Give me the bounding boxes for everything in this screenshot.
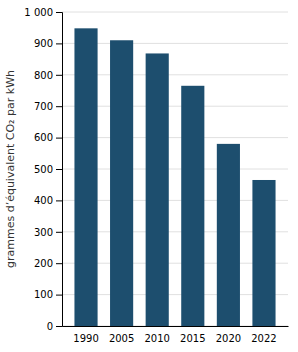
bar [181, 86, 204, 326]
y-tick-mark [56, 232, 62, 233]
y-tick-label: 800 [34, 70, 53, 81]
y-tick: 800 [34, 70, 62, 81]
y-tick: 500 [34, 164, 62, 175]
y-tick-label: 200 [34, 258, 53, 269]
y-tick-mark [56, 138, 62, 139]
y-axis-line [56, 13, 63, 327]
x-tick: 2015 [180, 333, 205, 344]
x-tick-label: 2010 [144, 333, 169, 344]
x-tick-label: 2022 [251, 333, 276, 344]
y-tick-label: 500 [34, 164, 53, 175]
y-tick-mark [56, 295, 62, 296]
y-tick: 400 [34, 195, 62, 206]
y-tick-mark [56, 326, 62, 327]
bars [74, 28, 275, 326]
bar [74, 28, 97, 326]
y-tick-label: 300 [34, 227, 53, 238]
x-tick: 2010 [144, 333, 169, 344]
y-axis: 0 100 200 300 400 500 600 700 800 900 1 000 [24, 7, 62, 332]
y-axis-title: grammes d’équivalent CO₂ par kWh [4, 70, 17, 268]
grid [62, 12, 288, 326]
y-tick: 600 [34, 132, 62, 143]
y-tick-label: 700 [34, 101, 53, 112]
y-tick-label: 0 [47, 321, 53, 332]
x-axis: 1990 2005 2010 2015 2020 2022 [63, 327, 289, 345]
x-tick-label: 2015 [180, 333, 205, 344]
y-tick: 300 [34, 227, 62, 238]
y-tick-mark [56, 106, 62, 107]
bar [146, 53, 169, 326]
bar [217, 144, 240, 326]
x-tick-label: 2020 [216, 333, 241, 344]
x-tick: 2005 [109, 333, 134, 344]
y-tick: 700 [34, 101, 62, 112]
y-tick-mark [56, 200, 62, 201]
chart: 0 100 200 300 400 500 600 700 800 900 1 000 1990 200… [0, 0, 298, 352]
bar [110, 40, 133, 326]
x-tick-label: 2005 [109, 333, 134, 344]
x-tick: 2020 [216, 333, 241, 344]
y-tick-label: 100 [34, 289, 53, 300]
y-tick: 900 [34, 38, 62, 49]
x-tick: 2022 [251, 333, 276, 344]
x-tick: 1990 [73, 333, 98, 344]
y-tick-mark [56, 12, 62, 13]
y-tick: 100 [34, 289, 62, 300]
x-axis-line [63, 326, 289, 327]
plot-area: 0 100 200 300 400 500 600 700 800 900 1 000 1990 200… [24, 7, 288, 344]
x-tick-label: 1990 [73, 333, 98, 344]
y-tick-label: 1 000 [24, 7, 53, 18]
y-tick: 200 [34, 258, 62, 269]
y-tick-mark [56, 43, 62, 44]
y-tick-mark [56, 263, 62, 264]
y-tick-mark [56, 75, 62, 76]
y-tick: 1 000 [24, 7, 62, 18]
bar [252, 180, 275, 326]
y-tick-mark [56, 169, 62, 170]
y-tick-label: 900 [34, 38, 53, 49]
y-tick-label: 400 [34, 195, 53, 206]
y-tick: 0 [47, 321, 62, 332]
y-tick-label: 600 [34, 132, 53, 143]
chart-container: 0 100 200 300 400 500 600 700 800 900 1 000 1990 200… [0, 0, 298, 352]
grid-line [62, 12, 288, 13]
